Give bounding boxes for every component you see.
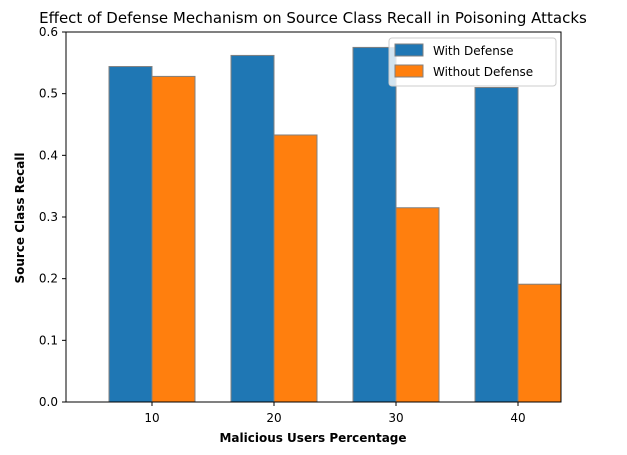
axes-frame <box>65 31 562 403</box>
x-axis-label: Malicious Users Percentage <box>219 431 406 445</box>
y-tick-label: 0.2 <box>39 272 58 286</box>
x-tick-label: 20 <box>266 411 281 425</box>
y-tick-label: 0.4 <box>39 148 58 162</box>
legend-label-with-defense: With Defense <box>433 44 514 58</box>
legend-box <box>388 37 557 87</box>
y-tick-label: 0.1 <box>39 333 58 347</box>
bar-without-defense-30 <box>395 207 440 403</box>
y-tick-label: 0.5 <box>39 87 58 101</box>
bar-without-defense-40 <box>517 283 562 403</box>
bar-with-defense-40 <box>474 87 519 403</box>
bar-with-defense-30 <box>352 46 397 403</box>
legend-swatch-with-defense <box>394 43 424 57</box>
y-tick-label: 0.6 <box>39 25 58 39</box>
bar-without-defense-20 <box>273 134 318 403</box>
y-tick-label: 0.3 <box>39 210 58 224</box>
x-tick-label: 40 <box>510 411 525 425</box>
x-tick-label: 10 <box>144 411 159 425</box>
x-tick-label: 30 <box>388 411 403 425</box>
bar-without-defense-10 <box>151 75 196 403</box>
plot-area: 10 20 30 40 0.0 0.1 0.2 0.3 0.4 0.5 0.6 <box>39 25 562 425</box>
y-axis-label: Source Class Recall <box>13 152 27 283</box>
bar-with-defense-10 <box>108 66 153 403</box>
y-tick-label: 0.0 <box>39 395 58 409</box>
bar-with-defense-20 <box>230 54 275 403</box>
legend-swatch-without-defense <box>394 64 424 78</box>
legend-label-without-defense: Without Defense <box>433 65 533 79</box>
chart-title: Effect of Defense Mechanism on Source Cl… <box>39 9 587 27</box>
legend: With Defense Without Defense <box>388 37 557 87</box>
